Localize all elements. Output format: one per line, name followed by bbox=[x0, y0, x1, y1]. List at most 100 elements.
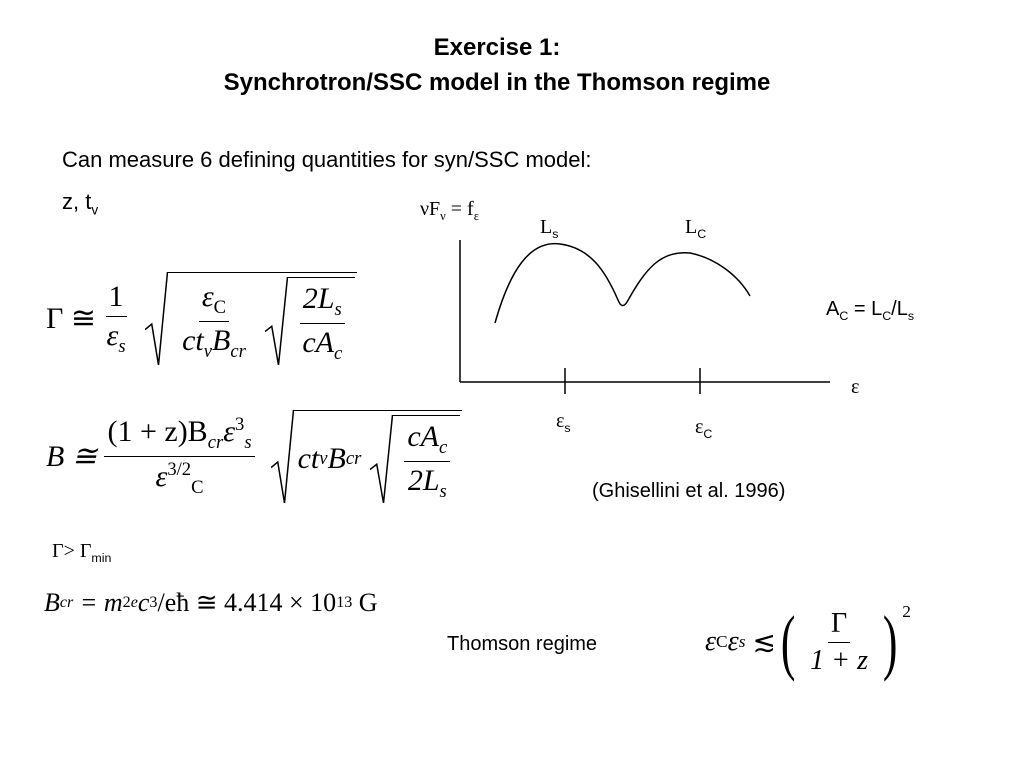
y-axis-label: νFν = fε bbox=[420, 198, 479, 224]
symbol: = L bbox=[848, 298, 883, 320]
gamma-min: Γ> Γmin bbox=[52, 540, 111, 565]
peak-label: Ls bbox=[540, 216, 558, 241]
numerator: εC bbox=[198, 279, 230, 322]
unit: G bbox=[358, 588, 378, 617]
intro: Can measure 6 defining quantities for sy… bbox=[62, 147, 592, 172]
subscript: C bbox=[213, 296, 227, 318]
subscript: C bbox=[703, 427, 713, 441]
superscript: 3/2 bbox=[167, 459, 192, 480]
radical-sign bbox=[265, 277, 288, 365]
subscript: v bbox=[319, 448, 328, 469]
denominator: 2Ls bbox=[405, 462, 450, 503]
radicand: cAc 2Ls bbox=[392, 415, 460, 503]
symbol: B bbox=[211, 323, 231, 357]
fraction: cAc 2Ls bbox=[404, 420, 451, 503]
radicand: 2Ls cAc bbox=[287, 277, 355, 365]
subscript: s bbox=[334, 299, 342, 320]
symbol: ε bbox=[201, 279, 214, 313]
denominator: εs bbox=[103, 317, 128, 358]
symbol: ε bbox=[155, 460, 168, 493]
title-line: Synchrotron/SSC model in the Thomson reg… bbox=[223, 69, 771, 96]
symbol: Γ> Γ bbox=[52, 540, 92, 562]
superscript: 2 bbox=[122, 594, 131, 611]
symbol: cA bbox=[302, 326, 334, 359]
symbol: B bbox=[327, 442, 346, 475]
numerator: 1 bbox=[105, 280, 127, 317]
eq-lhs: B ≅ bbox=[46, 440, 97, 473]
params-sub: v bbox=[91, 202, 99, 218]
subscript: min bbox=[91, 551, 112, 565]
symbol: /eħ ≅ 4.414 × 10 bbox=[157, 588, 337, 617]
citation: (Ghisellini et al. 1996) bbox=[592, 480, 786, 502]
radical: cAc 2Ls bbox=[370, 415, 460, 503]
denominator: cAc bbox=[299, 324, 345, 365]
subscript: cr bbox=[59, 594, 74, 611]
subscript: ε bbox=[473, 209, 479, 223]
gamma-equation: Γ ≅ 1 εs εC ctvBcr 2Ls cAc bbox=[46, 272, 357, 365]
denominator: ε3/2C bbox=[153, 457, 207, 499]
numerator: Γ bbox=[827, 608, 851, 643]
symbol: /L bbox=[891, 298, 908, 320]
denominator: ctvBcr bbox=[179, 322, 249, 363]
symbol: L bbox=[540, 216, 553, 238]
fraction: 2Ls cAc bbox=[299, 282, 345, 365]
symbol: = m bbox=[79, 588, 123, 617]
peak-label: LC bbox=[685, 216, 706, 241]
symbol: 2L bbox=[407, 464, 440, 497]
symbol: ε bbox=[695, 416, 704, 438]
radical-sign bbox=[145, 272, 168, 365]
subscript: C bbox=[882, 309, 892, 323]
tick-label: εC bbox=[695, 416, 712, 441]
subscript: cr bbox=[230, 340, 246, 362]
symbol: ct bbox=[297, 442, 320, 475]
subscript: cr bbox=[345, 448, 362, 469]
numerator: cAc bbox=[404, 420, 451, 462]
radical: εC ctvBcr 2Ls cAc bbox=[145, 272, 357, 365]
subscript: s bbox=[738, 632, 746, 652]
ratio: AC = LC/Ls bbox=[826, 298, 914, 323]
symbol: 2L bbox=[302, 282, 335, 315]
denominator: 1 + z bbox=[810, 644, 868, 676]
params: z, tv bbox=[62, 189, 98, 217]
subscript: s bbox=[244, 432, 252, 453]
subscript: C bbox=[716, 632, 728, 652]
symbol: ε bbox=[106, 318, 119, 352]
symbol: B bbox=[44, 588, 60, 617]
symbol: ε bbox=[727, 626, 739, 658]
fraction: 1 εs bbox=[103, 280, 128, 358]
numerator: 2Ls bbox=[299, 282, 345, 324]
sed-curve bbox=[494, 242, 751, 324]
superscript: 3 bbox=[149, 594, 158, 611]
tick-label: εs bbox=[556, 410, 571, 435]
subscript: s bbox=[907, 309, 915, 323]
params-text: z, t bbox=[62, 189, 92, 214]
numerator: (1 + z)Bcrε3s bbox=[104, 414, 255, 457]
radical-sign bbox=[271, 410, 294, 503]
fraction: (1 + z)Bcrε3s ε3/2C bbox=[104, 414, 255, 499]
subscript: e bbox=[130, 594, 138, 611]
symbol: ε bbox=[705, 626, 717, 658]
symbol: L bbox=[685, 216, 698, 238]
subscript: s bbox=[564, 421, 571, 435]
paren: ( bbox=[780, 601, 796, 682]
subscript: s bbox=[552, 227, 559, 241]
relation: ≲ bbox=[752, 627, 776, 659]
symbol: νF bbox=[420, 198, 441, 220]
symbol: ε bbox=[556, 410, 565, 432]
eq-lhs: Γ ≅ bbox=[46, 302, 96, 335]
subscript: C bbox=[191, 477, 204, 498]
symbol: c bbox=[137, 588, 150, 617]
symbol: = f bbox=[450, 198, 474, 220]
regime-label: Thomson regime bbox=[447, 633, 598, 655]
symbol: ε bbox=[223, 415, 236, 448]
x-axis-label: ε bbox=[851, 376, 860, 398]
radical-sign bbox=[370, 415, 393, 503]
symbol: A bbox=[826, 298, 840, 320]
subscript: C bbox=[697, 227, 707, 241]
